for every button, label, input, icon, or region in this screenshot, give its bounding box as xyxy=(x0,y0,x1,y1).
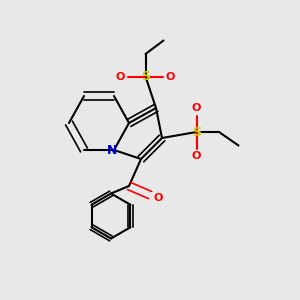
Text: N: N xyxy=(107,143,118,157)
Text: S: S xyxy=(141,70,150,83)
Text: O: O xyxy=(154,193,163,203)
Text: O: O xyxy=(116,71,125,82)
Text: O: O xyxy=(192,103,201,113)
Text: S: S xyxy=(192,125,201,139)
Text: O: O xyxy=(192,151,201,161)
Text: O: O xyxy=(166,71,175,82)
